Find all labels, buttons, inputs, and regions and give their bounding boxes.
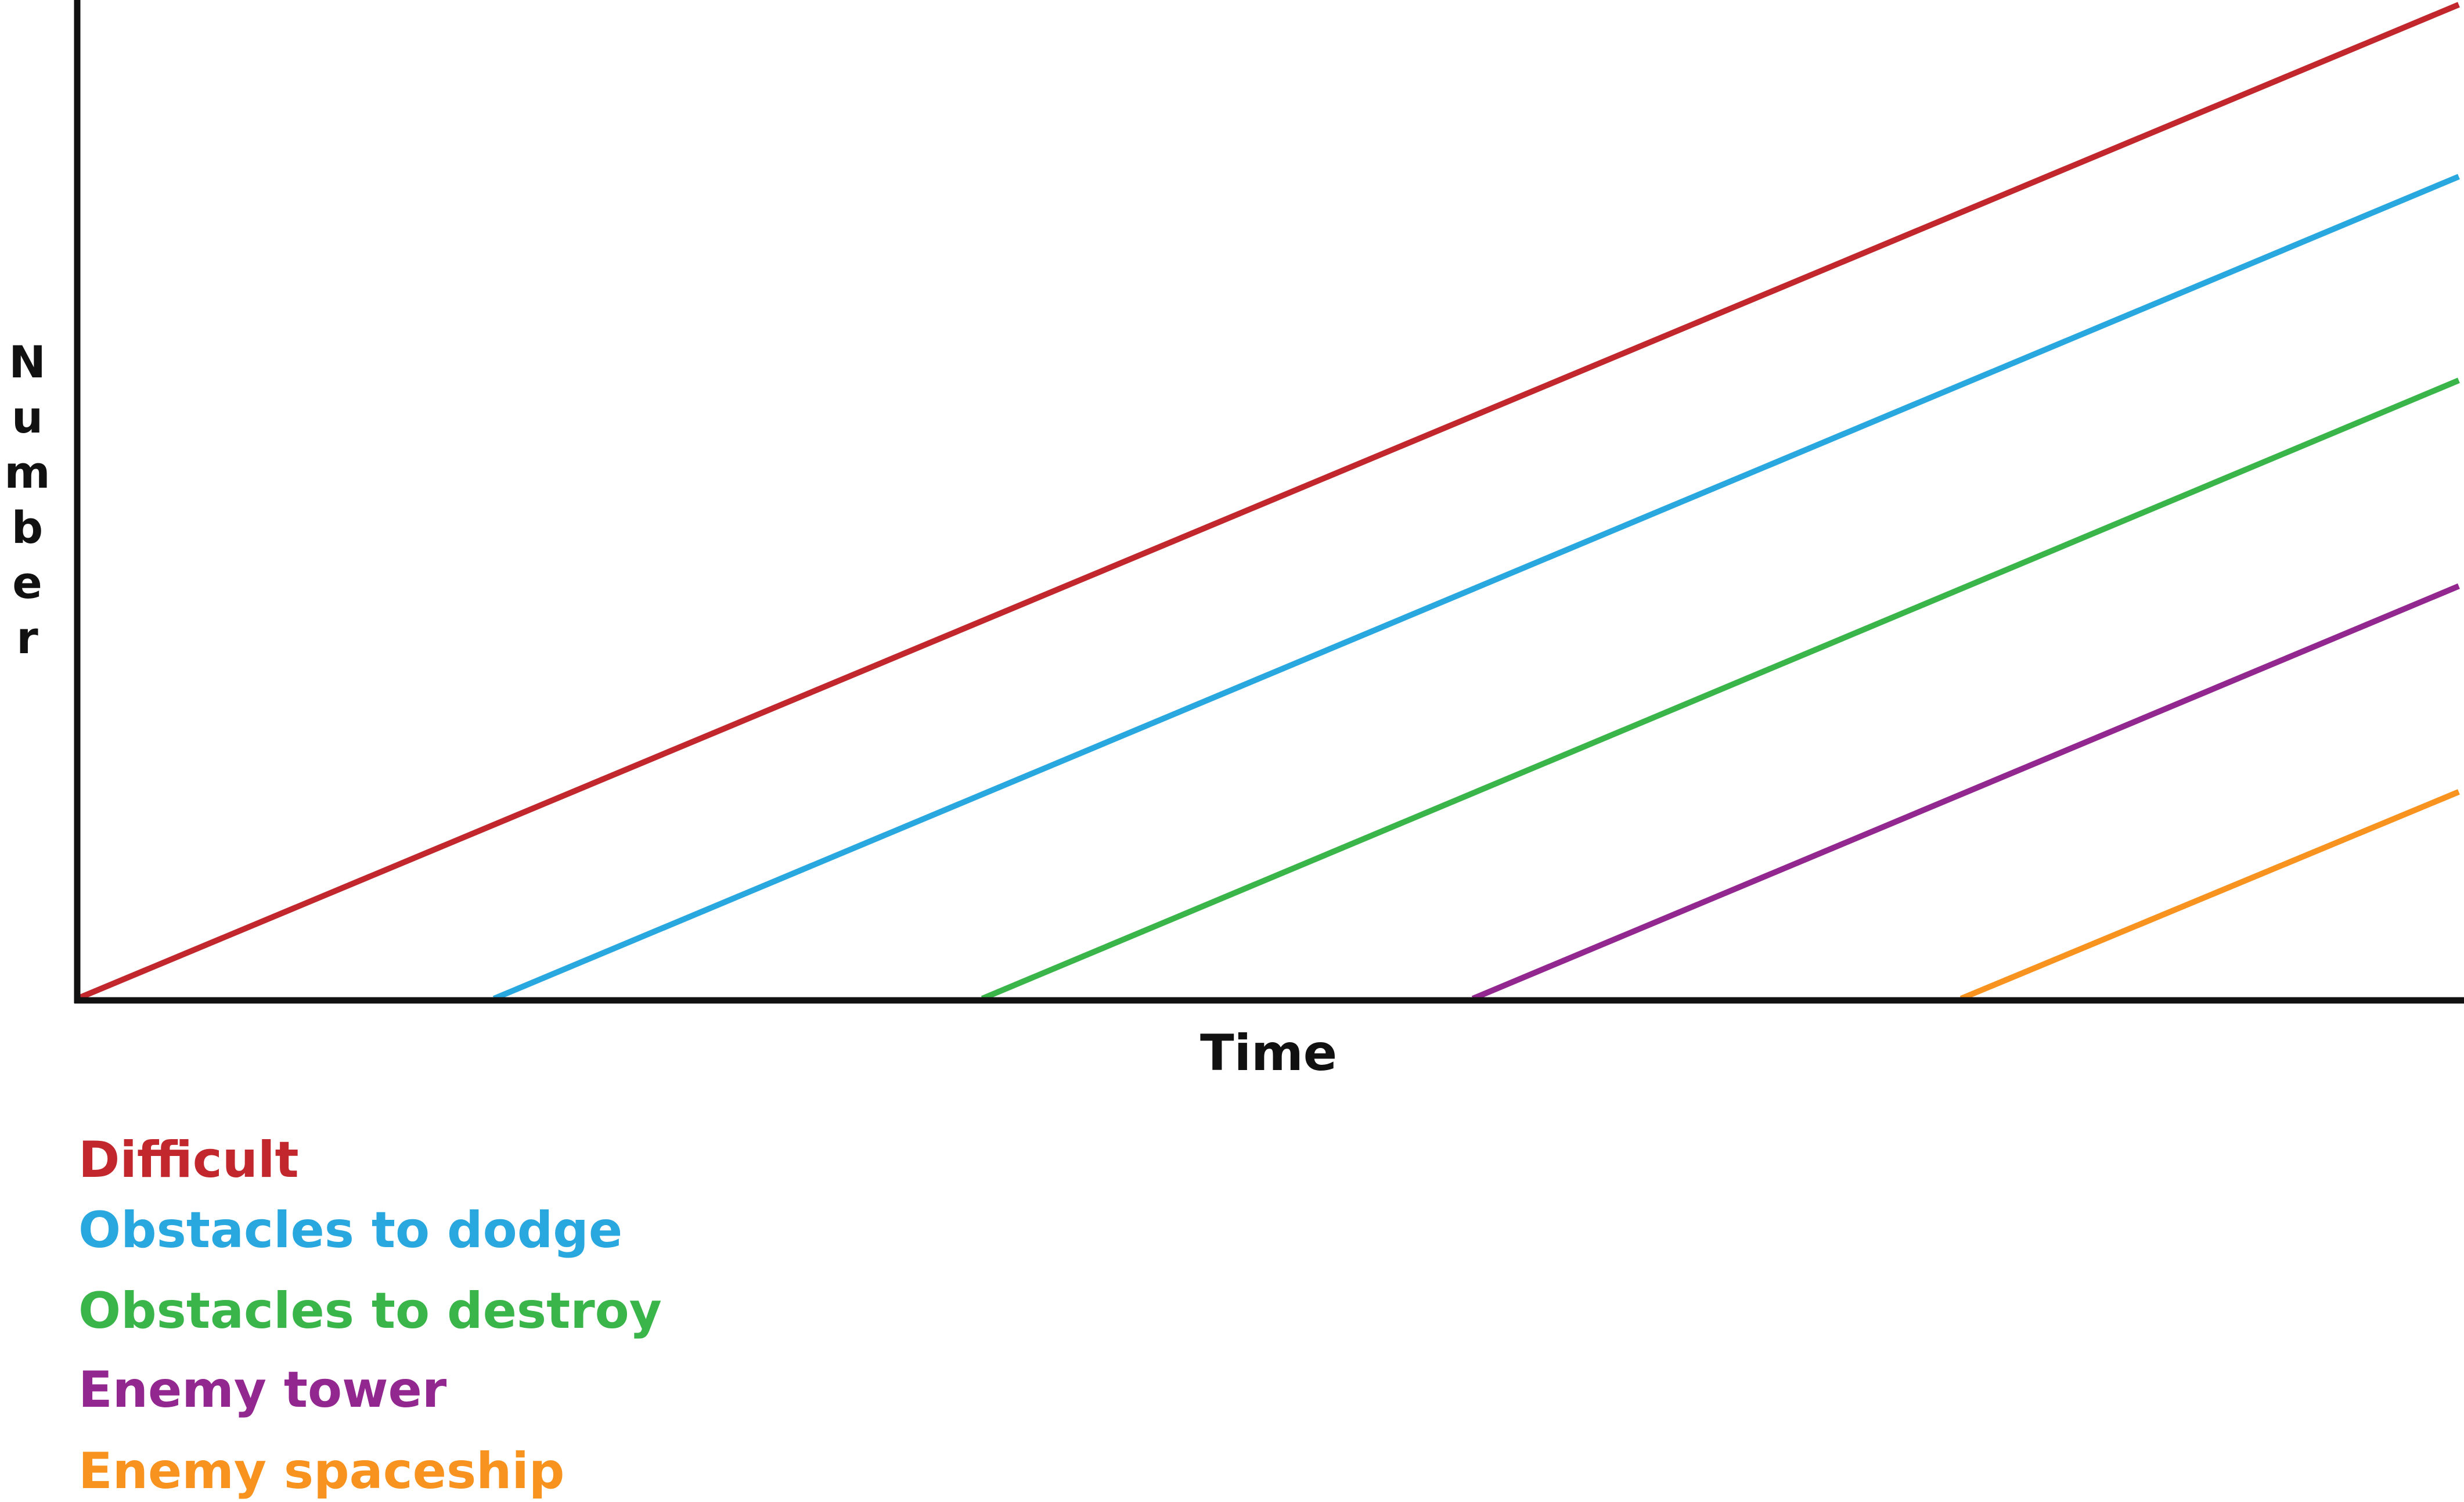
- legend: Difficult Obstacles to dodge Obstacles to …: [78, 1131, 662, 1500]
- x-axis-title: Time: [1200, 1024, 1337, 1082]
- legend-entry-difficult: Difficult: [78, 1131, 299, 1189]
- y-axis-title-letter: m: [4, 446, 50, 498]
- series-layer: [76, 2, 2460, 1002]
- y-axis-title-letter: N: [9, 336, 46, 388]
- series-line-obstacles-to-dodge: [492, 174, 2460, 1002]
- legend-entry-enemy-spaceship: Enemy spaceship: [78, 1442, 564, 1500]
- series-line-enemy-spaceship: [1959, 789, 2460, 1002]
- y-axis-title-letter: b: [12, 502, 43, 553]
- y-axis-title-letter: u: [12, 391, 43, 443]
- legend-entry-obstacles-to-destroy: Obstacles to destroy: [78, 1282, 662, 1340]
- legend-entry-enemy-tower: Enemy tower: [78, 1361, 447, 1419]
- series-line-difficult: [76, 2, 2460, 1002]
- legend-entry-obstacles-to-dodge: Obstacles to dodge: [78, 1201, 622, 1259]
- series-line-obstacles-to-destroy: [981, 377, 2460, 1002]
- y-axis-title-letter: r: [16, 612, 38, 664]
- y-axis-title-letter: e: [12, 557, 42, 608]
- series-line-enemy-tower: [1471, 583, 2460, 1002]
